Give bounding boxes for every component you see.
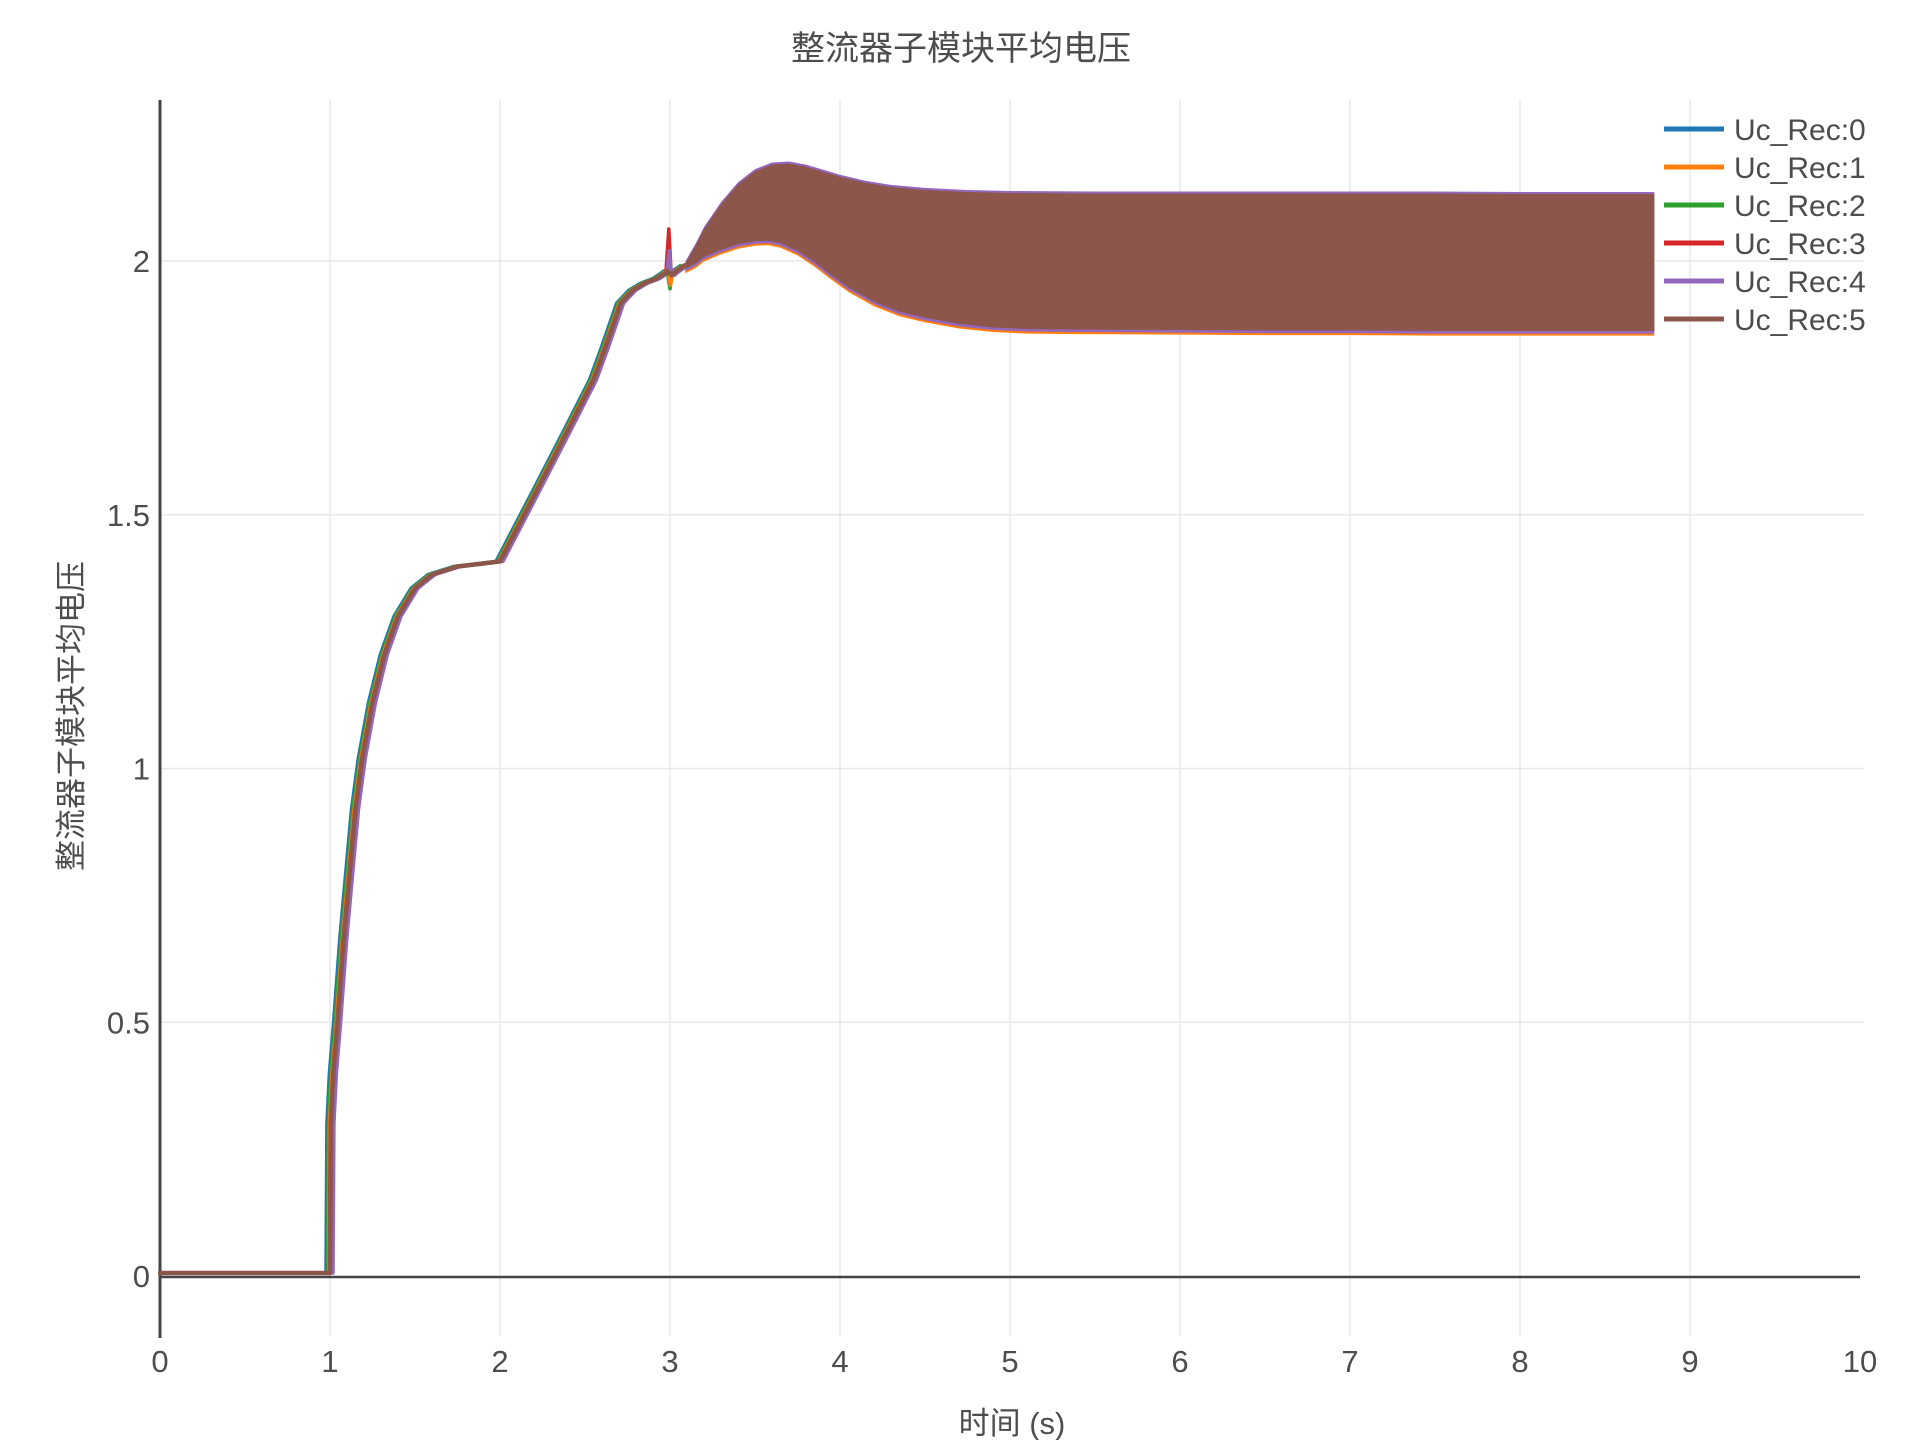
y-tick-2: 2 <box>133 244 150 279</box>
x-tick-10: 10 <box>1843 1344 1877 1379</box>
x-tick-5: 5 <box>1001 1344 1018 1379</box>
x-tick-0: 0 <box>151 1344 168 1379</box>
legend-item-uc-rec-5[interactable]: Uc_Rec:5 <box>1664 304 1866 337</box>
x-tick-6: 6 <box>1171 1344 1188 1379</box>
x-tick-7: 7 <box>1341 1344 1358 1379</box>
legend-label-3: Uc_Rec:3 <box>1734 228 1866 261</box>
y-tick-0: 0 <box>133 1259 150 1294</box>
x-tick-4: 4 <box>831 1344 848 1379</box>
y-tick-labels: 0 0.5 1 1.5 2 <box>107 244 150 1294</box>
y-tick-1: 1 <box>133 752 150 787</box>
legend-item-uc-rec-4[interactable]: Uc_Rec:4 <box>1664 266 1866 299</box>
axes <box>158 100 1860 1338</box>
x-tick-8: 8 <box>1511 1344 1528 1379</box>
legend-label-2: Uc_Rec:2 <box>1734 190 1866 223</box>
legend-item-uc-rec-2[interactable]: Uc_Rec:2 <box>1664 190 1866 223</box>
legend: Uc_Rec:0 Uc_Rec:1 Uc_Rec:2 Uc_Rec:3 Uc_Rec:4… <box>1664 114 1866 337</box>
legend-item-uc-rec-3[interactable]: Uc_Rec:3 <box>1664 228 1866 261</box>
y-axis-label: 整流器子模块平均电压 <box>54 561 89 871</box>
x-axis-label: 时间 (s) <box>959 1406 1066 1440</box>
x-tick-9: 9 <box>1681 1344 1698 1379</box>
oscillation-band <box>685 163 1655 331</box>
legend-label-1: Uc_Rec:1 <box>1734 152 1866 185</box>
data-series-layer <box>158 161 1655 1276</box>
legend-label-0: Uc_Rec:0 <box>1734 114 1866 147</box>
legend-item-uc-rec-1[interactable]: Uc_Rec:1 <box>1664 152 1866 185</box>
x-tick-2: 2 <box>491 1344 508 1379</box>
legend-label-4: Uc_Rec:4 <box>1734 266 1866 299</box>
trace-uc-rec-5 <box>158 262 688 1276</box>
chart-title: 整流器子模块平均电压 <box>791 30 1131 68</box>
x-tick-labels: 0 1 2 3 4 5 6 7 8 9 10 <box>151 1344 1877 1379</box>
x-tick-3: 3 <box>661 1344 678 1379</box>
legend-item-uc-rec-0[interactable]: Uc_Rec:0 <box>1664 114 1866 147</box>
y-tick-1.5: 1.5 <box>107 498 150 533</box>
legend-label-5: Uc_Rec:5 <box>1734 304 1866 337</box>
x-tick-1: 1 <box>321 1344 338 1379</box>
spike-purple <box>664 249 674 276</box>
y-tick-0.5: 0.5 <box>107 1005 150 1040</box>
